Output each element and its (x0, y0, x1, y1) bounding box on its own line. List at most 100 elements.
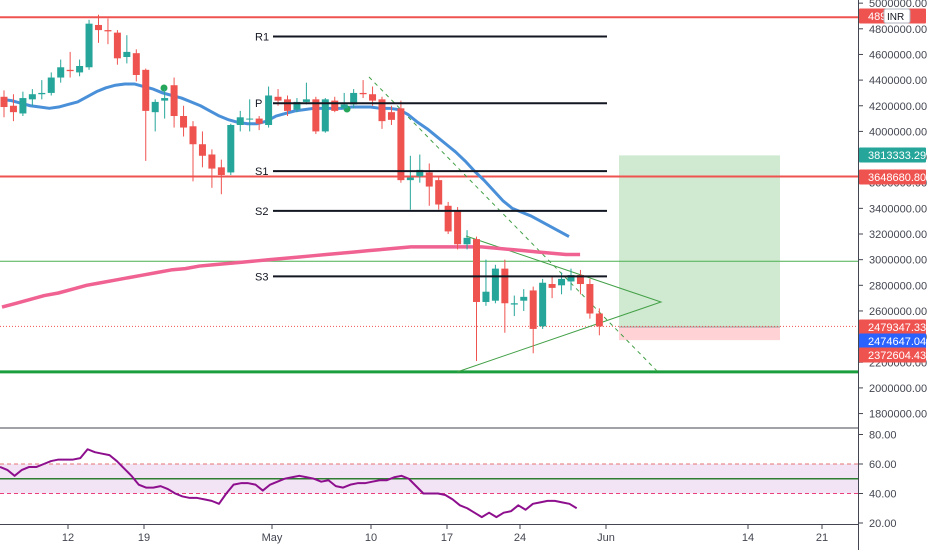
candle-body (161, 98, 169, 101)
candle-body (76, 65, 84, 73)
price-tag-text: 2479347.33 (868, 322, 926, 334)
candle-body (142, 69, 150, 111)
candle-body (340, 104, 348, 109)
candle-body (435, 180, 443, 205)
price-tag-box (859, 147, 926, 163)
price-tick-label: 4400000.00 (869, 75, 927, 87)
price-tag-text: 2372604.43 (868, 350, 926, 362)
candle-body (66, 69, 74, 72)
oscillator-tick-label: 40.00 (869, 489, 897, 501)
candle-body (378, 99, 386, 122)
candle-body (293, 101, 301, 110)
candle-body (595, 313, 603, 327)
time-tick-label: Jun (597, 532, 615, 544)
candle-body (9, 105, 17, 113)
price-tick-label: 3000000.00 (869, 255, 927, 267)
oscillator-pane (0, 448, 858, 519)
price-tick-label: 2600000.00 (869, 306, 927, 318)
time-tick-label: 14 (742, 532, 754, 544)
candle-body (132, 53, 140, 75)
oscillator-tick-label: 60.00 (869, 459, 897, 471)
candle-body (463, 237, 471, 245)
price-tick-label: 3200000.00 (869, 229, 927, 241)
candle-body (387, 112, 395, 120)
candle-body (198, 144, 206, 156)
candle-body (113, 32, 121, 59)
candle-body (255, 118, 263, 124)
stop-zone (619, 327, 780, 341)
time-tick-label: 21 (816, 532, 828, 544)
candle-body (217, 167, 225, 176)
candle-body (95, 24, 102, 31)
candle-body (208, 154, 216, 169)
candle-body (265, 95, 273, 125)
candle-body (454, 210, 462, 245)
candle-body (123, 51, 131, 58)
dashed-trendline (368, 76, 659, 373)
candle-body (227, 124, 235, 173)
candle-body (180, 116, 188, 128)
triangle-pattern (456, 235, 663, 373)
pivot-label: R1 (255, 32, 269, 44)
pivot-label: S2 (255, 206, 268, 218)
candle-body (38, 92, 46, 95)
pivot-label: S3 (255, 271, 268, 283)
time-tick-label: 12 (62, 532, 74, 544)
pivot-label: S1 (255, 166, 268, 178)
price-tick-label: 4200000.00 (869, 101, 927, 113)
candle-body (482, 291, 490, 302)
time-tick-label: 19 (138, 532, 150, 544)
time-axis[interactable]: 12 19 May 10 17 24 Jun 14 21 (62, 525, 828, 544)
candle-body (331, 100, 339, 111)
candle-body (359, 92, 367, 95)
candle-body (520, 296, 528, 301)
candle-body (406, 177, 414, 181)
candle-body (189, 126, 197, 145)
candle-body (246, 118, 254, 120)
pivot-label: P (255, 98, 262, 110)
oscillator-line (0, 448, 578, 519)
candle-body (350, 92, 358, 105)
candle-body (444, 205, 452, 232)
candle-body (321, 99, 329, 132)
price-tick-label: 3400000.00 (869, 203, 927, 215)
currency-badge (883, 8, 911, 24)
candle-body (85, 23, 93, 68)
candles (0, 14, 603, 361)
cross-marker (160, 84, 168, 92)
candle-body (274, 96, 282, 101)
candle-body (236, 117, 244, 125)
candle-body (558, 278, 566, 286)
candle-body (586, 284, 594, 314)
pivot-levels: R1 P S1 S2 S3 (255, 32, 607, 283)
candle-body (170, 85, 178, 117)
candle-body (567, 275, 575, 282)
price-tag-box (859, 333, 926, 349)
price-tag-box (859, 347, 926, 363)
time-tick-label: 17 (441, 532, 453, 544)
price-tick-label: 4800000.00 (869, 24, 927, 36)
time-tick-label: 24 (514, 532, 526, 544)
price-tag-text: 2474647.04 (868, 336, 926, 348)
candle-body (369, 94, 377, 101)
candle-body (539, 282, 547, 327)
candle-body (19, 98, 27, 114)
candle-body (28, 94, 36, 100)
candle-body (501, 268, 509, 304)
price-tick-label: 4600000.00 (869, 49, 927, 61)
oscillator-tick-label: 80.00 (869, 430, 897, 442)
price-tag-box (859, 319, 926, 335)
price-tag-box (859, 169, 926, 185)
price-tag-text: 3813333.29 (868, 150, 926, 162)
candle-body (397, 108, 405, 181)
candle-body (529, 290, 537, 329)
candle-body (151, 101, 159, 113)
candle-body (0, 96, 8, 108)
price-tick-label: 2000000.00 (869, 383, 927, 395)
target-zone (619, 155, 780, 328)
candle-body (491, 268, 499, 301)
time-tick-label: 10 (365, 532, 377, 544)
candle-body (57, 67, 65, 78)
currency-badge-text: INR (887, 12, 904, 23)
